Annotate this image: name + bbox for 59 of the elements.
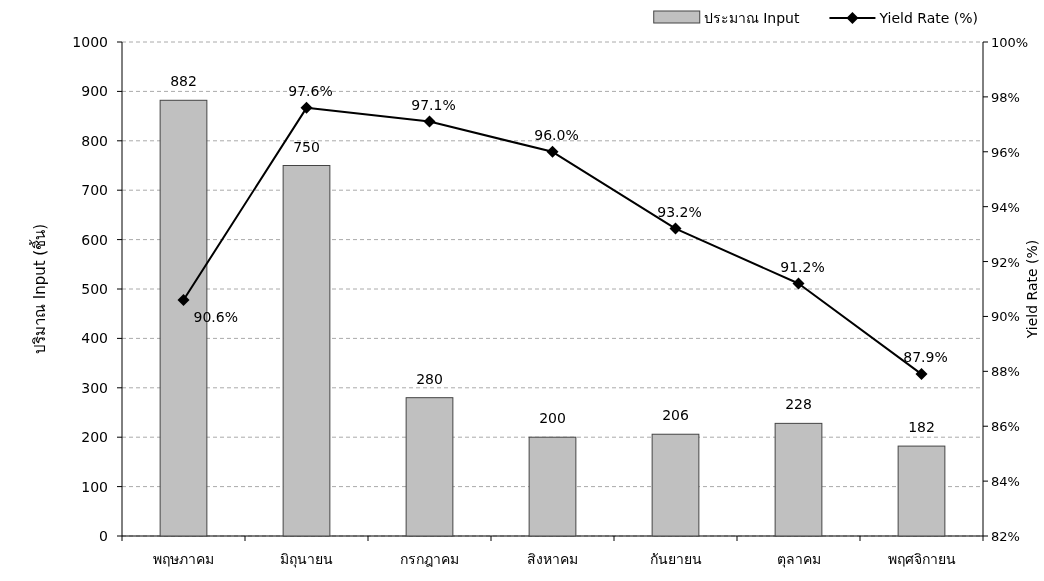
x-tick-label: สิงหาคม	[527, 551, 578, 567]
y-axis-title: ปริมาณ Input (ชิ้น)	[29, 223, 49, 355]
point	[423, 115, 436, 128]
bar	[405, 397, 454, 537]
y2-tick-label: 88%	[991, 364, 1020, 380]
y2-tick-label: 90%	[991, 309, 1020, 325]
data-label: 90.6%	[193, 308, 238, 325]
y2-tick-label: 86%	[991, 419, 1020, 435]
y-tick-label: 200	[81, 429, 108, 446]
y2-tick-label: 82%	[991, 529, 1020, 544]
x-tick-label: พฤศจิกายน	[887, 551, 956, 567]
bar	[774, 422, 823, 537]
data-label: 91.2%	[780, 258, 825, 275]
bar	[282, 165, 331, 537]
x-tick-label: กรกฎาคม	[400, 551, 459, 567]
y-tick-label: 400	[81, 330, 108, 347]
x-tick-label: พฤษภาคม	[153, 551, 214, 567]
y-tick-label: 800	[81, 132, 108, 149]
y-tick-label: 300	[81, 379, 108, 396]
data-label: 228	[785, 396, 812, 413]
data-label: 87.9%	[903, 349, 948, 366]
point	[300, 101, 313, 114]
bar	[897, 445, 946, 537]
y2-tick-label: 100%	[991, 35, 1029, 50]
x-tick-label: มิถุนายน	[280, 551, 333, 568]
y-tick-label: 500	[81, 281, 108, 297]
point	[546, 145, 559, 158]
data-label: 750	[293, 138, 320, 155]
point	[915, 368, 928, 381]
y-tick-label: 0	[99, 528, 108, 544]
point	[669, 222, 682, 235]
point	[177, 293, 190, 306]
data-label: 96.0%	[534, 126, 579, 143]
y2-tick-label: 98%	[991, 89, 1020, 105]
data-label: 280	[416, 370, 443, 387]
data-label: 97.6%	[288, 82, 333, 99]
y2-tick-label: 94%	[991, 199, 1020, 215]
y2-axis-title: Yield Rate (%)	[1024, 239, 1040, 340]
data-label: 93.2%	[657, 203, 702, 220]
data-label: 97.1%	[411, 96, 456, 113]
data-label: 206	[662, 407, 689, 424]
y-tick-label: 1000	[72, 34, 108, 50]
y-tick-label: 100	[81, 478, 108, 495]
y2-tick-label: 92%	[991, 254, 1020, 270]
y-tick-label: 900	[81, 83, 108, 100]
data-label: 200	[539, 410, 566, 427]
bar	[651, 433, 700, 537]
point	[792, 277, 805, 290]
x-tick-label: ตุลาคม	[776, 551, 821, 568]
data-label: 882	[170, 73, 197, 90]
data-label: 182	[908, 419, 935, 436]
legend-label: ประมาณ Input	[703, 10, 800, 26]
y2-tick-label: 84%	[991, 474, 1020, 490]
y-tick-label: 600	[81, 231, 108, 248]
y-tick-label: 700	[81, 182, 108, 199]
x-tick-label: กันยายน	[649, 551, 702, 567]
bar	[528, 436, 577, 537]
legend-label: Yield Rate (%)	[878, 10, 978, 26]
y2-tick-label: 96%	[991, 144, 1020, 160]
